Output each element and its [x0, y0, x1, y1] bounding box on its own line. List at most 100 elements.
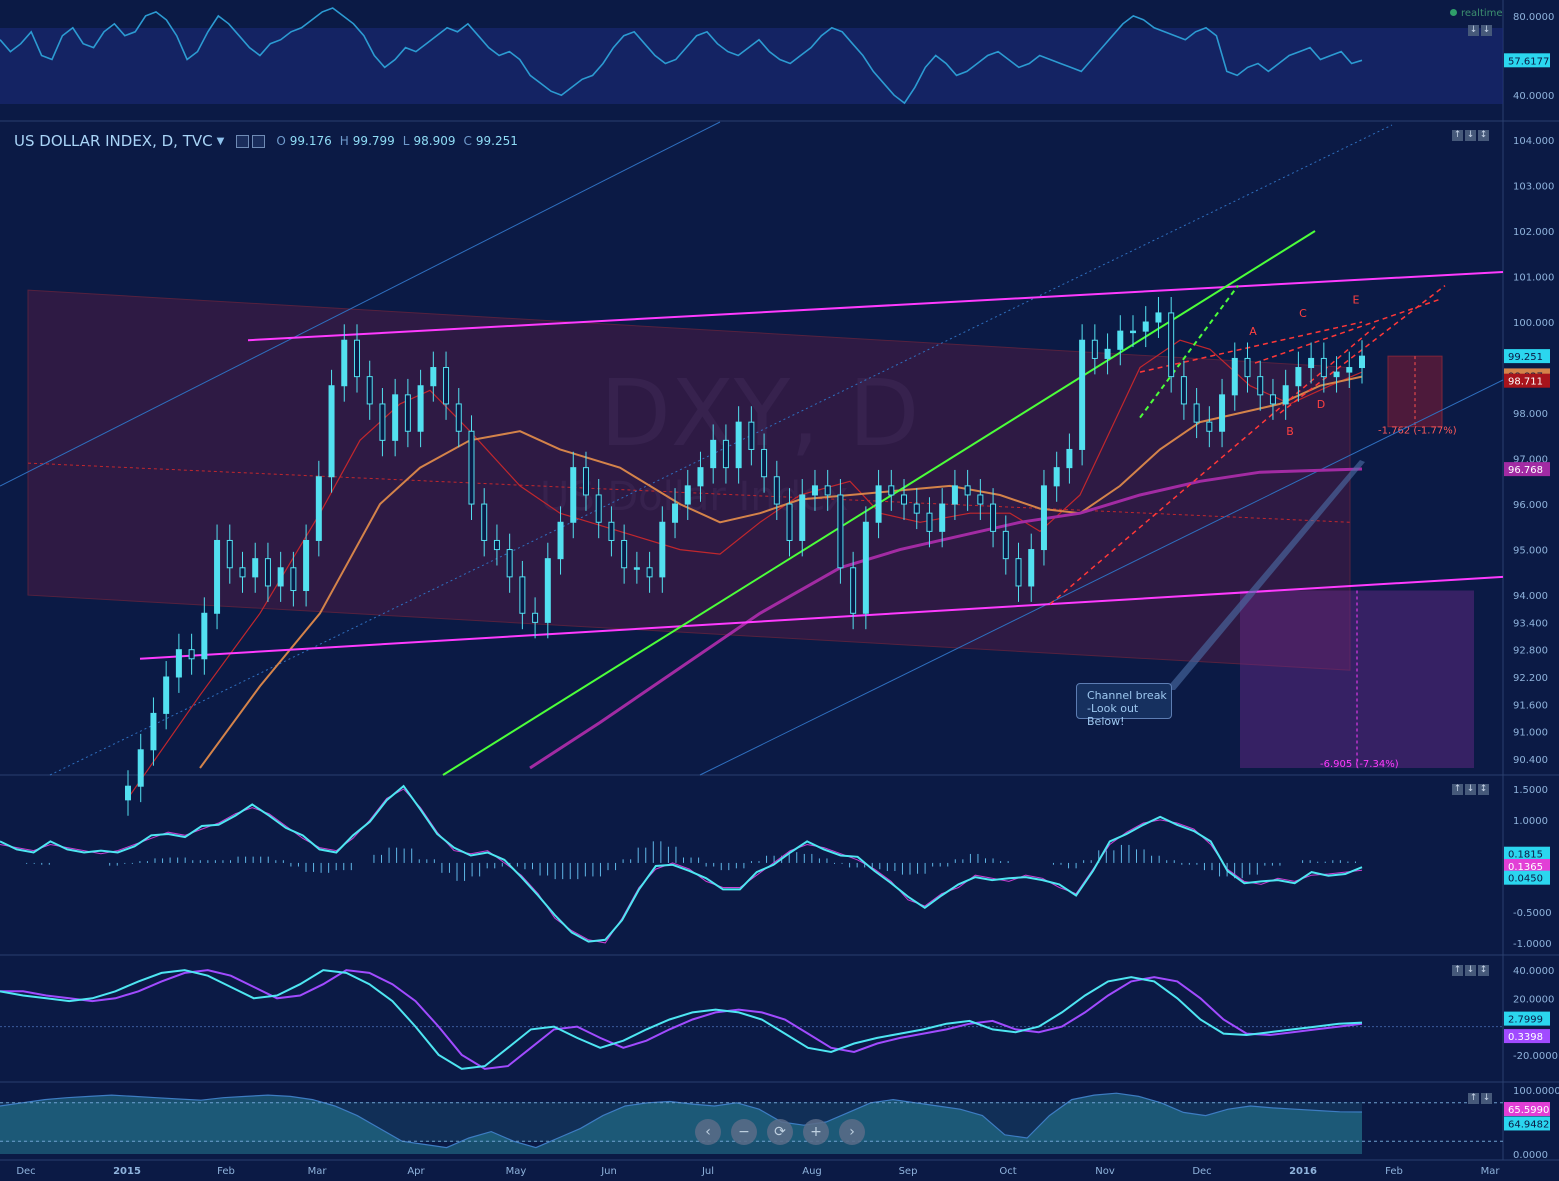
candle-body — [392, 394, 399, 441]
move-up-icon[interactable]: ↑ — [1452, 965, 1463, 976]
zoom-out-button[interactable]: − — [731, 1119, 757, 1145]
zoom-in-button[interactable]: + — [803, 1119, 829, 1145]
red-channel-fill — [27, 289, 1351, 671]
wave-label-c: C — [1299, 307, 1307, 320]
candle-body — [137, 749, 144, 787]
candle-body — [1282, 385, 1289, 405]
candle-body — [735, 421, 742, 469]
candle-body — [430, 367, 437, 387]
maximize-icon[interactable]: ↕ — [1478, 784, 1489, 795]
candle-body — [341, 339, 348, 387]
lower-channel-line — [139, 575, 1504, 660]
chevron-down-icon[interactable]: ▼ — [216, 135, 225, 147]
price-last-value: 99.251 — [1508, 352, 1543, 363]
price-y-tick: 102.000 — [1513, 227, 1554, 238]
candle-body — [239, 567, 246, 578]
candle-body — [990, 503, 997, 532]
move-up-icon[interactable]: ↓ — [1481, 25, 1492, 36]
note-line-2: -Look out Below! — [1087, 702, 1139, 728]
candle-body — [595, 494, 602, 523]
wave-label-b: B — [1286, 425, 1294, 438]
candle-body — [786, 503, 793, 541]
candle-body — [1130, 330, 1137, 334]
high-value: 99.799 — [352, 134, 395, 148]
move-up-icon[interactable]: ↑ — [1452, 784, 1463, 795]
maximize-icon[interactable]: ↕ — [1478, 965, 1489, 976]
candle-body — [328, 385, 335, 478]
move-down-icon[interactable]: ↓ — [1468, 25, 1479, 36]
wedge-dashed-line — [1139, 321, 1363, 373]
price-y-tick: 98.000 — [1513, 409, 1548, 420]
open-label: O — [276, 134, 286, 148]
green-dashed-trend — [1139, 285, 1239, 419]
candle-body — [557, 521, 564, 560]
candle-body — [1269, 394, 1276, 405]
wave-label-a: A — [1249, 325, 1257, 338]
price-y-tick: 100.000 — [1513, 318, 1554, 329]
price-y-tick: 101.000 — [1513, 273, 1554, 284]
status-dot-icon — [1450, 9, 1457, 16]
momentum-value-2-bg — [1504, 1029, 1550, 1044]
candle-body — [468, 430, 475, 505]
macd-y-tick: 1.0000 — [1513, 816, 1548, 827]
candle-body — [290, 567, 297, 592]
candle-body — [1040, 485, 1047, 551]
candle-body — [621, 539, 628, 569]
move-up-icon[interactable]: ↑ — [1468, 1093, 1479, 1104]
panel-controls-top[interactable]: ↓ ↓ — [1468, 25, 1492, 36]
hide-icon[interactable] — [252, 134, 266, 148]
settings-icon[interactable] — [236, 134, 250, 148]
candle-body — [659, 521, 666, 578]
price-y-tick: 92.200 — [1513, 673, 1548, 684]
candle-body — [150, 712, 157, 751]
candle-body — [964, 485, 971, 496]
channel-break-note[interactable]: Channel break -Look out Below! — [1076, 683, 1172, 728]
panel-controls-price[interactable]: ↑ ↓ ↕ — [1452, 130, 1489, 141]
panel-controls-macd[interactable]: ↑ ↓ ↕ — [1452, 784, 1489, 795]
low-value: 98.909 — [413, 134, 456, 148]
upper-channel-line — [247, 270, 1504, 342]
symbol-header: US DOLLAR INDEX, D, TVC ▼ O 99.176 H 99.79… — [0, 131, 518, 151]
maximize-icon[interactable]: ↕ — [1478, 130, 1489, 141]
move-up-icon[interactable]: ↑ — [1452, 130, 1463, 141]
move-down-icon[interactable]: ↓ — [1481, 1093, 1492, 1104]
top-y-tick: 80.0000 — [1513, 12, 1554, 23]
move-down-icon[interactable]: ↓ — [1465, 965, 1476, 976]
candle-body — [544, 558, 551, 623]
candle-body — [977, 494, 984, 505]
bottom-value-1-bg — [1504, 1102, 1550, 1117]
candle-body — [455, 403, 462, 432]
candle-body — [315, 476, 322, 541]
scroll-right-button[interactable]: › — [839, 1119, 865, 1145]
panel-controls-momentum[interactable]: ↑ ↓ ↕ — [1452, 965, 1489, 976]
scroll-left-button[interactable]: ‹ — [695, 1119, 721, 1145]
candle-body — [697, 467, 704, 487]
candle-body — [1155, 312, 1162, 323]
momentum-value-1: 2.7999 — [1508, 1015, 1543, 1026]
price-y-tick: 104.000 — [1513, 136, 1554, 147]
macd-value-3: 0.0450 — [1508, 874, 1543, 885]
price-y-tick: 97.000 — [1513, 455, 1548, 466]
move-down-icon[interactable]: ↓ — [1465, 130, 1476, 141]
move-down-icon[interactable]: ↓ — [1465, 784, 1476, 795]
close-value: 99.251 — [475, 134, 518, 148]
top-last-value-bg — [1504, 53, 1550, 68]
bottom-area-line — [0, 1092, 1363, 1149]
candle-body — [1053, 467, 1060, 487]
price-y-tick: 90.400 — [1513, 755, 1548, 766]
price-y-tick: 92.800 — [1513, 646, 1548, 657]
candle-body — [366, 376, 373, 405]
panel-controls-bottom[interactable]: ↑ ↓ — [1468, 1093, 1492, 1104]
candle-body — [277, 567, 284, 587]
reset-button[interactable]: ⟳ — [767, 1119, 793, 1145]
x-axis-label: Sep — [899, 1166, 918, 1177]
top-oscillator-line — [0, 7, 1363, 105]
candle-body — [1359, 355, 1365, 369]
short-projection-box — [1387, 355, 1443, 428]
symbol-title[interactable]: US DOLLAR INDEX, D, TVC — [14, 132, 213, 150]
candle-body — [1193, 403, 1200, 423]
callout-pointer — [1165, 460, 1365, 690]
macd-value-1: 0.1815 — [1508, 850, 1543, 861]
